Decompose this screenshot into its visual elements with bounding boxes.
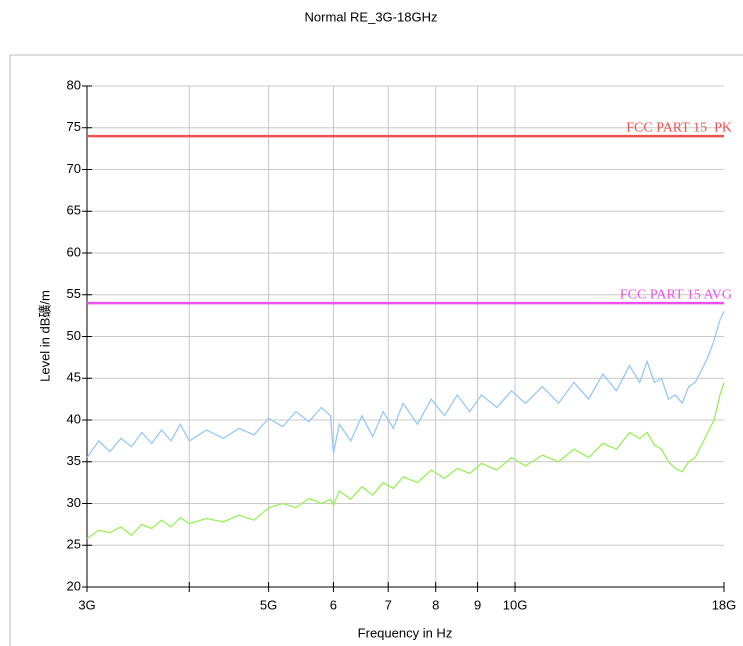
y-tick-label: 70 bbox=[67, 161, 81, 176]
panel-frame bbox=[9, 54, 743, 646]
y-tick-label: 35 bbox=[67, 453, 81, 468]
y-tick-label: 45 bbox=[67, 370, 81, 385]
x-tick-label: 8 bbox=[432, 597, 439, 612]
x-tick-label: 9 bbox=[474, 597, 481, 612]
trace bbox=[86, 311, 725, 458]
y-tick-label: 40 bbox=[67, 411, 81, 426]
x-axis-label: Frequency in Hz bbox=[358, 625, 453, 640]
limit-label: FCC PART 15 PK bbox=[626, 120, 732, 135]
chart-title: Normal RE_3G-18GHz bbox=[305, 9, 438, 24]
y-tick-label: 55 bbox=[67, 286, 81, 301]
limit-label: FCC PART 15 AVG bbox=[620, 287, 732, 302]
y-tick-label: 25 bbox=[67, 537, 81, 552]
trace bbox=[86, 382, 725, 540]
x-tick-label: 5G bbox=[260, 597, 277, 612]
y-tick-label: 80 bbox=[67, 77, 81, 92]
y-tick-label: 20 bbox=[67, 578, 81, 593]
x-tick-label: 18G bbox=[712, 597, 737, 612]
x-tick-label: 6 bbox=[330, 597, 337, 612]
x-tick-label: 10G bbox=[503, 597, 528, 612]
x-tick-label: 7 bbox=[385, 597, 392, 612]
y-tick-label: 65 bbox=[67, 203, 81, 218]
y-tick-label: 30 bbox=[67, 495, 81, 510]
y-tick-label: 50 bbox=[67, 328, 81, 343]
y-tick-label: 60 bbox=[67, 244, 81, 259]
x-tick-label: 3G bbox=[78, 597, 95, 612]
y-axis-label: Level in dB礦/m bbox=[37, 290, 52, 382]
y-tick-label: 75 bbox=[67, 119, 81, 134]
